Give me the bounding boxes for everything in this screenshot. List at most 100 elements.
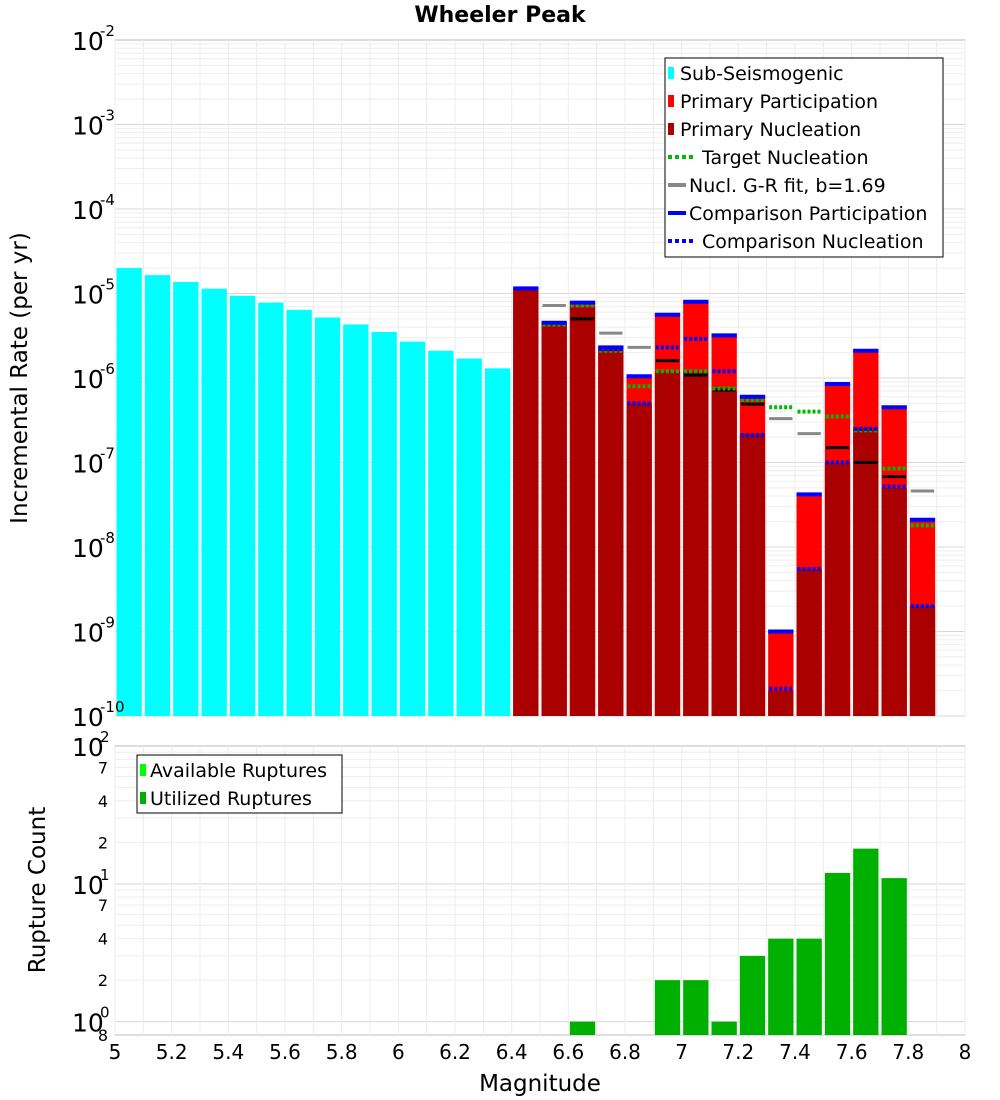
bottom-y-minor-tick-label: 8 (98, 1026, 108, 1045)
bar-primary-nucleation (598, 349, 624, 716)
bar-sub-seismogenic (314, 317, 341, 716)
top-y-tick-exponent: -4 (100, 191, 115, 209)
bar-utilized-ruptures (569, 1021, 596, 1035)
x-tick-label: 7.2 (722, 1040, 754, 1064)
legend-swatch-sub-seismogenic (668, 67, 674, 79)
bar-primary-nucleation (683, 371, 709, 716)
legend-label-comparison-nucleation: Comparison Nucleation (702, 231, 924, 253)
bar-utilized-ruptures (853, 848, 879, 1035)
bar-sub-seismogenic (229, 295, 256, 716)
x-tick-label: 6.8 (609, 1040, 641, 1064)
bottom-legend-box (136, 754, 343, 814)
bar-sub-seismogenic (116, 268, 142, 716)
bottom-legend: Available Ruptures Utilized Ruptures (136, 754, 343, 814)
bar-utilized-ruptures (881, 878, 907, 1035)
top-y-tick-exponent: -6 (100, 360, 115, 378)
top-y-tick-label: 10 (72, 534, 104, 563)
legend-label-primary-nucleation: Primary Nucleation (680, 119, 861, 141)
bar-sub-seismogenic (428, 350, 454, 716)
bottom-y-minor-tick-label: 7 (98, 896, 108, 915)
bottom-y-tick-exponent: 1 (100, 866, 110, 884)
x-tick-label: 5.4 (212, 1040, 244, 1064)
top-y-tick-exponent: -8 (100, 529, 115, 547)
legend-label-utilized-ruptures: Utilized Ruptures (150, 788, 312, 810)
legend-swatch-primary-nucleation (668, 123, 674, 135)
bar-primary-nucleation (626, 403, 652, 716)
bottom-y-tick-exponent: 2 (100, 728, 110, 746)
bottom-bars (569, 848, 907, 1035)
bar-sub-seismogenic (201, 288, 227, 716)
x-tick-label: 7.8 (892, 1040, 924, 1064)
bar-primary-nucleation (711, 391, 737, 716)
top-legend: Sub-Seismogenic Primary Participation Pr… (664, 57, 944, 258)
x-tick-label: 7.6 (836, 1040, 868, 1064)
bar-utilized-ruptures (796, 938, 822, 1035)
top-y-tick-label: 10 (72, 27, 104, 56)
bar-primary-nucleation (796, 568, 822, 716)
x-tick-label: 8 (959, 1040, 972, 1064)
top-y-tick-label: 10 (72, 112, 104, 141)
bar-utilized-ruptures (739, 955, 766, 1035)
legend-label-primary-participation: Primary Participation (680, 91, 878, 113)
bar-utilized-ruptures (683, 980, 709, 1035)
bottom-y-tick-label: 10 (72, 871, 104, 900)
legend-label-sub-seismogenic: Sub-Seismogenic (680, 63, 844, 85)
top-y-tick-label: 10 (72, 619, 104, 648)
bar-primary-nucleation (569, 306, 596, 716)
bottom-y-minor-tick-label: 4 (98, 792, 108, 811)
bar-primary-nucleation (513, 290, 539, 716)
bar-primary-nucleation (824, 462, 851, 716)
bar-utilized-ruptures (711, 1021, 737, 1035)
bar-sub-seismogenic (399, 341, 426, 716)
x-tick-label: 5.6 (269, 1040, 301, 1064)
bar-utilized-ruptures (824, 872, 851, 1035)
legend-swatch-available-ruptures (140, 764, 146, 776)
bottom-y-tick-label: 10 (72, 733, 104, 762)
bottom-y-minor-tick-label: 4 (98, 930, 108, 949)
x-axis-title: Magnitude (479, 1071, 601, 1097)
bottom-y-tick-exponent: 0 (100, 1004, 110, 1022)
x-tick-label: 6.6 (552, 1040, 584, 1064)
legend-label-gr-fit: Nucl. G-R fit, b=1.69 (689, 175, 886, 197)
bottom-x-ticks: 5 5.2 5.4 5.6 5.8 6 6.2 6.4 6.6 6.8 7 7.2 7.4 7.6 7.8 8 (109, 1040, 972, 1064)
bar-primary-nucleation (909, 606, 936, 716)
x-tick-label: 7 (675, 1040, 688, 1064)
legend-label-comparison-participation: Comparison Participation (689, 203, 927, 225)
top-legend-box (664, 57, 944, 258)
top-y-tick-exponent: -7 (100, 445, 115, 463)
legend-swatch-primary-participation (668, 95, 674, 107)
bar-primary-nucleation (881, 487, 907, 716)
x-tick-label: 5 (109, 1040, 122, 1064)
bar-utilized-ruptures (654, 980, 681, 1035)
bar-primary-nucleation (739, 433, 766, 716)
x-tick-label: 5.2 (156, 1040, 188, 1064)
bar-sub-seismogenic (173, 281, 199, 716)
top-y-tick-label: 10 (72, 365, 104, 394)
top-bars (116, 268, 936, 716)
bar-sub-seismogenic (258, 302, 284, 716)
legend-label-target-nucleation: Target Nucleation (701, 147, 869, 169)
bottom-y-tick-label: 10 (72, 1009, 104, 1038)
top-y-axis-title: Incremental Rate (per yr) (7, 232, 33, 524)
x-tick-label: 7.4 (779, 1040, 811, 1064)
top-y-tick-exponent: -3 (100, 107, 115, 125)
top-y-tick-label: 10 (72, 703, 104, 732)
top-y-tick-exponent: -2 (100, 22, 115, 40)
bottom-y-axis-title: Rupture Count (25, 807, 51, 973)
top-markers (513, 286, 936, 691)
bar-sub-seismogenic (343, 324, 369, 716)
bottom-y-minor-tick-label: 2 (98, 971, 108, 990)
top-y-tick-exponent: -5 (100, 276, 115, 294)
x-tick-label: 6 (392, 1040, 405, 1064)
x-tick-label: 6.2 (439, 1040, 471, 1064)
bar-primary-nucleation (768, 690, 794, 716)
top-y-tick-label: 10 (72, 196, 104, 225)
bar-primary-nucleation (654, 371, 681, 716)
bottom-y-minor-tick-label: 2 (98, 833, 108, 852)
x-tick-label: 6.4 (496, 1040, 528, 1064)
chart-title: Wheeler Peak (414, 3, 587, 28)
bar-primary-nucleation (541, 324, 567, 716)
